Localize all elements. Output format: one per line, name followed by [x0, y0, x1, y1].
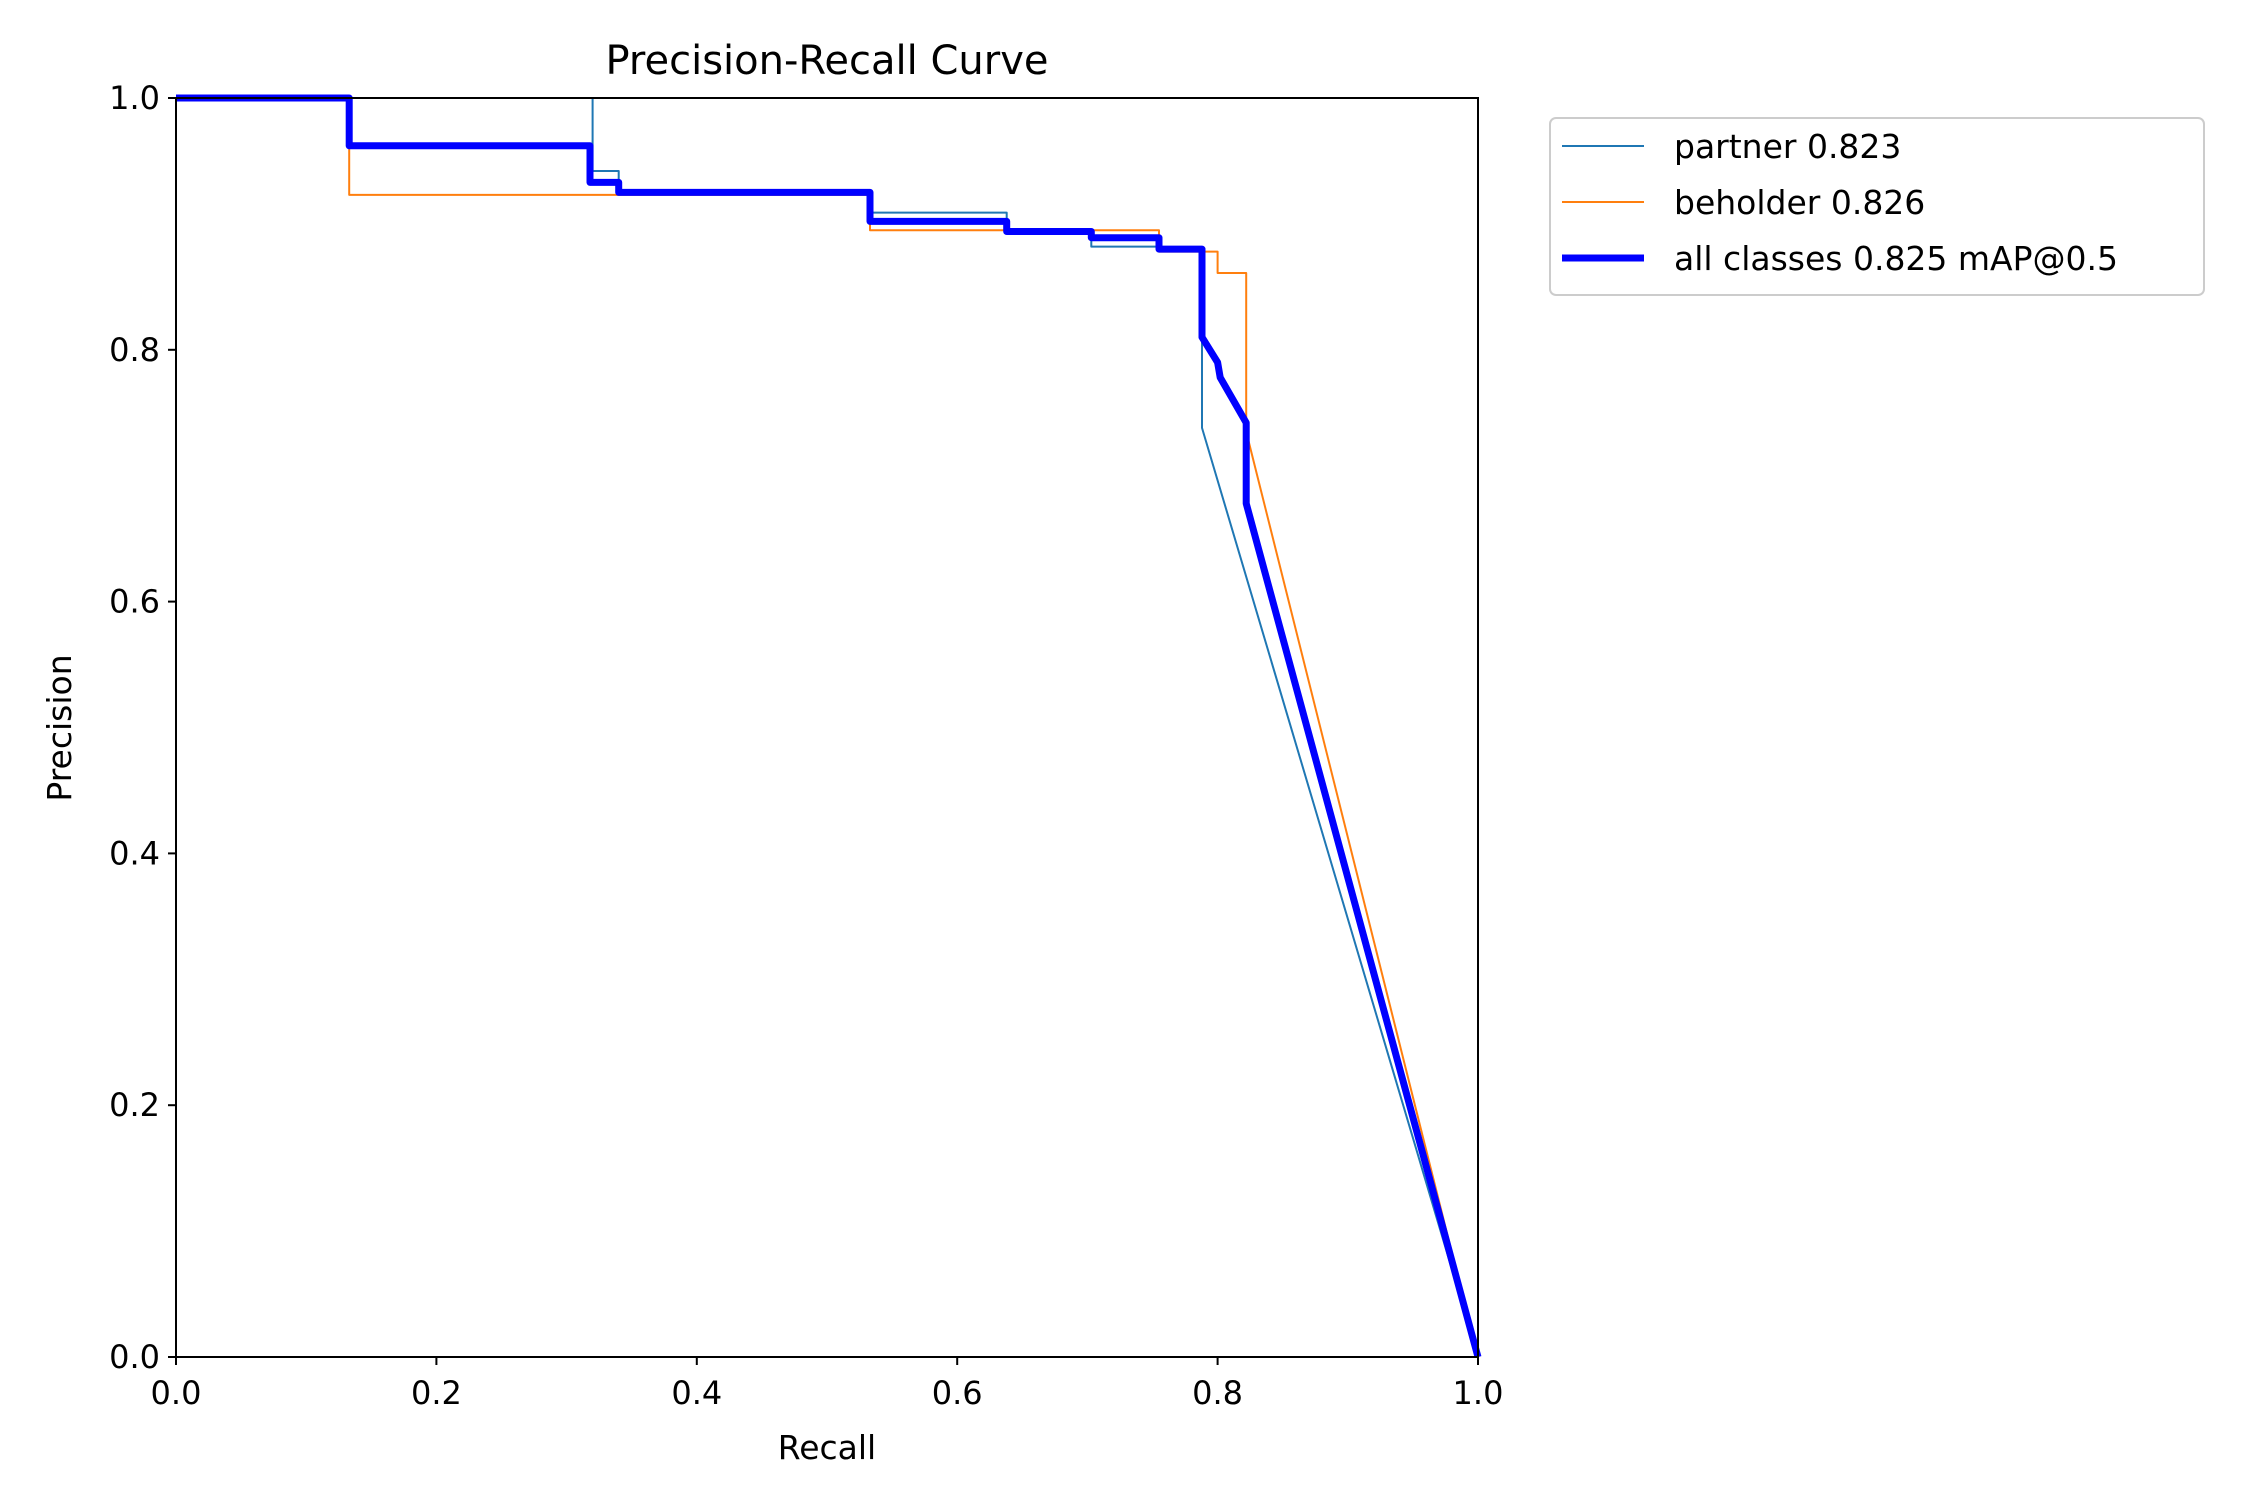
x-tick-label: 0.4 [671, 1374, 722, 1412]
y-tick-label: 0.4 [109, 834, 160, 872]
series-layer [176, 94, 1482, 1358]
y-axis-ticks: 0.0 0.2 0.4 0.6 0.8 1.0 [109, 79, 176, 1376]
x-tick-label: 0.0 [151, 1374, 202, 1412]
legend-box [1549, 117, 2205, 296]
y-tick-label: 0.8 [109, 331, 160, 369]
y-axis-title: Precision [40, 654, 79, 801]
series-line-all-classes [176, 94, 1482, 1358]
y-tick-label: 0.2 [109, 1086, 160, 1124]
legend-label-partner: partner 0.823 [1674, 127, 1901, 166]
chart-title: Precision-Recall Curve [606, 38, 1049, 84]
legend-label-beholder: beholder 0.826 [1674, 183, 1925, 222]
legend-label-all-classes: all classes 0.825 mAP@0.5 [1674, 239, 2118, 278]
x-tick-label: 0.8 [1192, 1374, 1243, 1412]
y-tick-label: 0.0 [109, 1338, 160, 1376]
plot-frame [175, 97, 1479, 1358]
x-axis-title: Recall [778, 1428, 876, 1467]
x-tick-label: 1.0 [1453, 1374, 1504, 1412]
x-tick-label: 0.6 [932, 1374, 983, 1412]
legend: partner 0.823 beholder 0.826 all classes… [1549, 117, 2205, 296]
x-tick-label: 0.2 [411, 1374, 462, 1412]
y-tick-label: 0.6 [109, 583, 160, 621]
y-tick-label: 1.0 [109, 79, 160, 117]
x-axis-ticks: 0.0 0.2 0.4 0.6 0.8 1.0 [151, 1357, 1504, 1412]
